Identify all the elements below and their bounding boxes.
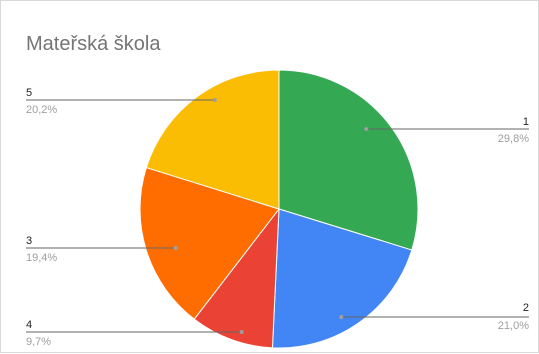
leader-dot-5: [212, 98, 217, 102]
pie-slice-1[interactable]: [278, 69, 419, 251]
leader-dot-4: [239, 330, 244, 334]
pie-slice-4[interactable]: [193, 207, 280, 349]
slice-percent-4: 9,7%: [26, 336, 51, 348]
slice-percent-3: 19,4%: [26, 252, 57, 264]
slice-label-3: 3: [26, 235, 32, 247]
slice-label-2: 2: [523, 302, 529, 314]
slice-percent-5: 20,2%: [26, 104, 57, 116]
slice-label-5: 5: [26, 87, 32, 99]
leader-dot-2: [339, 315, 344, 319]
leader-dot-1: [364, 127, 369, 131]
leader-dot-3: [173, 246, 178, 250]
pie-slice-2[interactable]: [271, 208, 413, 349]
slice-label-1: 1: [523, 116, 529, 128]
slice-percent-2: 21,0%: [498, 320, 529, 332]
slice-label-4: 4: [26, 319, 32, 331]
chart-title: Mateřská škola: [26, 33, 161, 55]
pie-slice-5[interactable]: [145, 69, 280, 210]
slice-percent-1: 29,8%: [498, 133, 529, 145]
pie-slice-3[interactable]: [139, 166, 280, 320]
